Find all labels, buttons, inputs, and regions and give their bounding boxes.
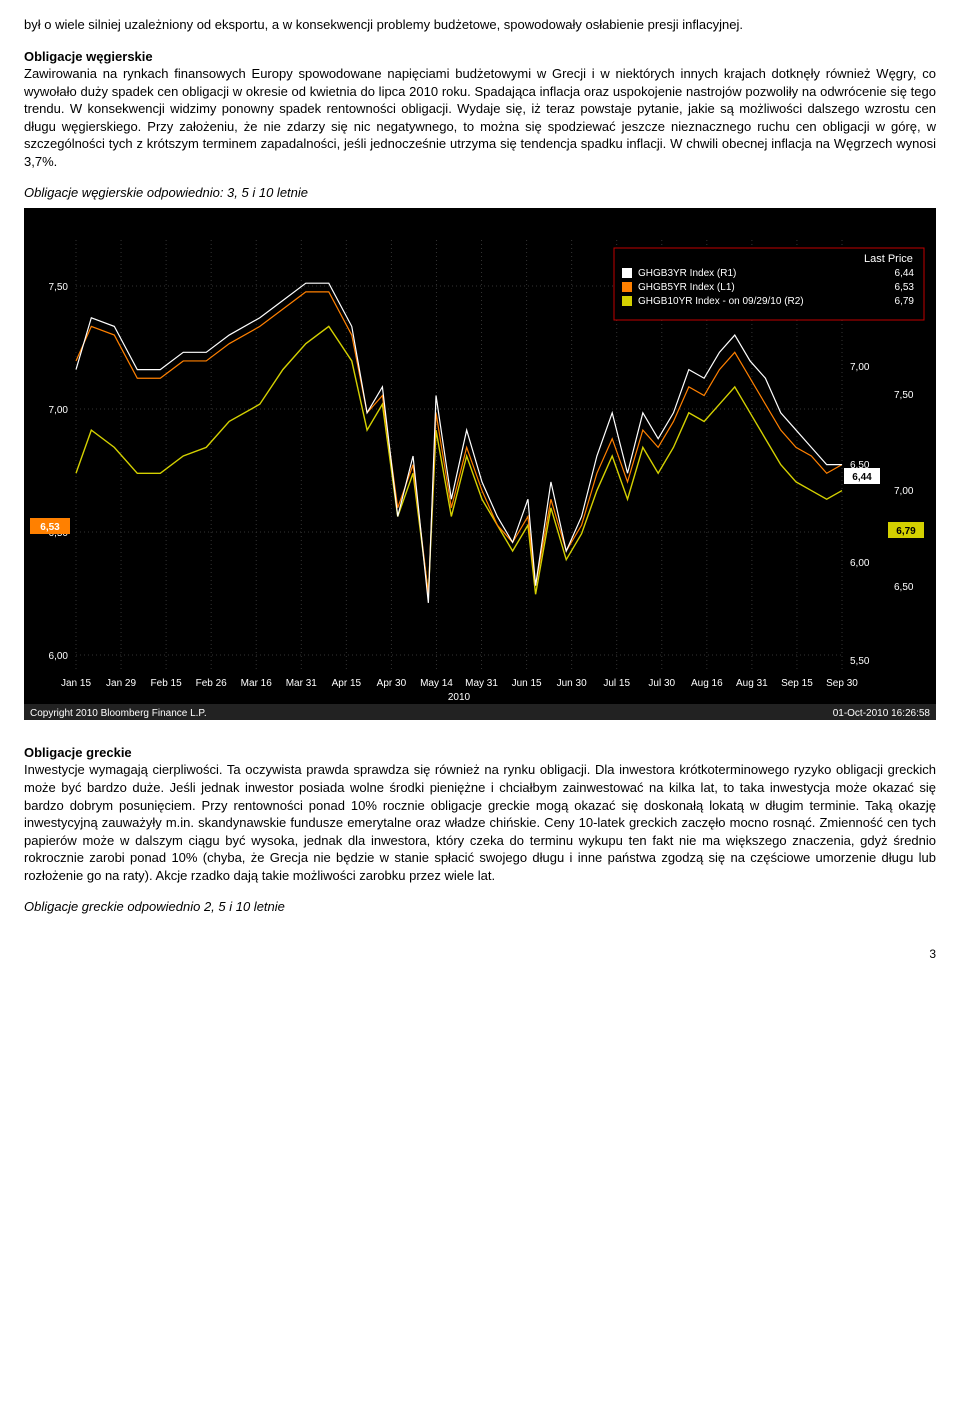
svg-text:Jul 15: Jul 15 xyxy=(603,678,630,689)
svg-text:2010: 2010 xyxy=(448,692,471,703)
svg-text:Sep 15: Sep 15 xyxy=(781,678,813,689)
svg-text:GHGB3YR Index (R1): GHGB3YR Index (R1) xyxy=(638,268,736,279)
svg-text:6,53: 6,53 xyxy=(40,522,60,533)
svg-text:Feb 15: Feb 15 xyxy=(151,678,183,689)
svg-text:6,79: 6,79 xyxy=(895,296,915,307)
section-gr-title: Obligacje greckie xyxy=(24,745,132,760)
svg-text:Apr 15: Apr 15 xyxy=(332,678,362,689)
svg-text:Copyright 2010 Bloomberg Finan: Copyright 2010 Bloomberg Finance L.P. xyxy=(30,708,207,719)
section-hu-body: Zawirowania na rynkach finansowych Europ… xyxy=(24,66,936,169)
svg-text:Jun 15: Jun 15 xyxy=(512,678,542,689)
svg-text:Mar 31: Mar 31 xyxy=(286,678,318,689)
svg-text:Aug 31: Aug 31 xyxy=(736,678,768,689)
svg-text:Jul 30: Jul 30 xyxy=(648,678,675,689)
section-gr-body: Inwestycje wymagają cierpliwości. Ta ocz… xyxy=(24,762,936,882)
svg-text:7,00: 7,00 xyxy=(850,362,870,373)
svg-text:6,00: 6,00 xyxy=(49,651,69,662)
svg-text:7,50: 7,50 xyxy=(49,282,69,293)
chart-caption-gr: Obligacje greckie odpowiednio 2, 5 i 10 … xyxy=(24,898,936,916)
svg-text:6,79: 6,79 xyxy=(896,526,916,537)
svg-text:01-Oct-2010 16:26:58: 01-Oct-2010 16:26:58 xyxy=(833,708,931,719)
svg-text:May 31: May 31 xyxy=(465,678,498,689)
svg-text:6,44: 6,44 xyxy=(895,268,915,279)
bond-yield-chart: Jan 15 Jan 29 Feb 15 Feb 26 Mar 16 Mar 31 Apr … xyxy=(24,208,936,720)
section-greek-bonds: Obligacje greckie Inwestycje wymagają ci… xyxy=(24,744,936,884)
page-number: 3 xyxy=(24,946,936,962)
svg-text:5,50: 5,50 xyxy=(850,656,870,667)
section-hu-title: Obligacje węgierskie xyxy=(24,49,153,64)
svg-text:Aug 16: Aug 16 xyxy=(691,678,723,689)
svg-text:May 14: May 14 xyxy=(420,678,453,689)
svg-text:Mar 16: Mar 16 xyxy=(241,678,273,689)
intro-continuation: był o wiele silniej uzależniony od ekspo… xyxy=(24,16,936,34)
svg-text:Jun 30: Jun 30 xyxy=(557,678,587,689)
svg-text:Apr 30: Apr 30 xyxy=(377,678,407,689)
svg-text:7,00: 7,00 xyxy=(894,486,914,497)
svg-text:Jan 29: Jan 29 xyxy=(106,678,136,689)
svg-text:Feb 26: Feb 26 xyxy=(196,678,228,689)
svg-text:7,50: 7,50 xyxy=(894,390,914,401)
svg-text:7,00: 7,00 xyxy=(49,405,69,416)
svg-text:Sep 30: Sep 30 xyxy=(826,678,858,689)
svg-text:GHGB5YR Index (L1): GHGB5YR Index (L1) xyxy=(638,282,735,293)
svg-text:Last Price: Last Price xyxy=(864,253,913,265)
svg-text:6,50: 6,50 xyxy=(894,582,914,593)
svg-text:6,53: 6,53 xyxy=(895,282,915,293)
chart-caption-hu: Obligacje węgierskie odpowiednio: 3, 5 i… xyxy=(24,184,936,202)
section-hungarian-bonds: Obligacje węgierskie Zawirowania na rynk… xyxy=(24,48,936,171)
svg-text:GHGB10YR Index - on 09/29/10 (: GHGB10YR Index - on 09/29/10 (R2) xyxy=(638,296,804,307)
svg-text:6,44: 6,44 xyxy=(852,472,872,483)
svg-text:6,00: 6,00 xyxy=(850,558,870,569)
svg-text:Jan 15: Jan 15 xyxy=(61,678,91,689)
